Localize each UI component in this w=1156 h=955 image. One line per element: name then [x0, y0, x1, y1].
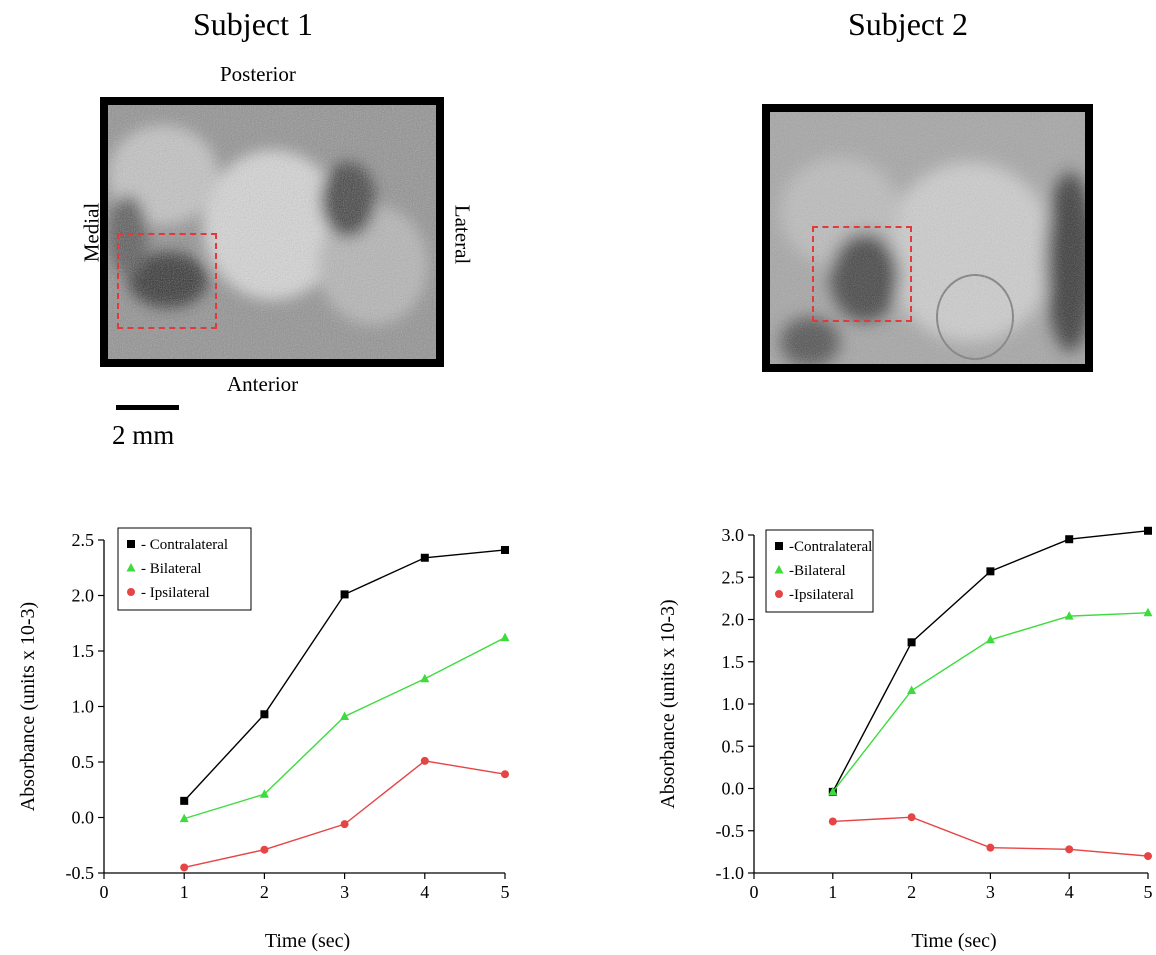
data-point-ipsilateral — [501, 770, 509, 779]
data-point-contralateral — [180, 796, 189, 805]
data-point-ipsilateral — [260, 845, 269, 854]
y-tick-label: 2.5 — [722, 567, 745, 587]
legend-marker-contralateral — [775, 542, 783, 550]
y-tick-label: -1.0 — [716, 863, 745, 883]
x-tick-label: 5 — [501, 882, 510, 902]
legend-marker-bilateral — [774, 565, 784, 574]
y-tick-label: -0.5 — [716, 821, 745, 841]
legend-label-contralateral: - Contralateral — [141, 537, 228, 553]
legend-label-bilateral: -Bilateral — [789, 563, 846, 579]
data-point-contralateral — [1144, 526, 1152, 535]
y-tick-label: 1.0 — [72, 697, 95, 717]
data-point-ipsilateral — [1065, 845, 1074, 854]
data-point-ipsilateral — [828, 817, 837, 826]
x-tick-label: 1 — [180, 882, 189, 902]
y-tick-label: 0.5 — [722, 736, 745, 756]
legend-box — [117, 527, 252, 611]
y-tick-label: 2.0 — [72, 586, 95, 606]
y-tick-label: 1.5 — [722, 652, 745, 672]
x-tick-label: 3 — [986, 882, 995, 902]
x-tick-label: 0 — [750, 882, 759, 902]
subject2-roi-box — [812, 226, 912, 322]
data-point-bilateral — [907, 685, 917, 694]
y-tick-label: 0.0 — [722, 779, 745, 799]
legend-marker-contralateral — [127, 540, 135, 548]
scale-bar — [116, 405, 179, 410]
data-point-bilateral — [179, 813, 189, 823]
data-point-bilateral — [259, 789, 269, 798]
subject1-absorbance-chart: -0.5 0.0 0.5 1.0 1.5 2.0 2.5 0 1 2 3 4 5 Time (sec) Ab… — [17, 527, 510, 952]
data-point-contralateral — [340, 590, 349, 599]
data-point-bilateral — [1143, 607, 1153, 617]
data-point-ipsilateral — [1144, 852, 1152, 861]
x-axis-label: Time (sec) — [911, 930, 996, 952]
series-line-ipsilateral — [184, 760, 506, 869]
series-line-bilateral — [183, 637, 506, 820]
subject2-title: Subject 2 — [848, 6, 968, 42]
x-tick-label: 4 — [420, 882, 429, 902]
data-point-bilateral — [985, 634, 995, 644]
legend-label-ipsilateral: - Ipsilateral — [141, 585, 210, 601]
data-point-contralateral — [907, 638, 916, 647]
subject1-title: Subject 1 — [193, 6, 313, 42]
x-tick-label: 4 — [1065, 882, 1074, 902]
y-tick-label: -0.5 — [66, 863, 95, 883]
y-tick-label: 1.0 — [722, 694, 745, 714]
data-point-contralateral — [986, 567, 995, 576]
subject1-image — [100, 97, 444, 367]
x-tick-label: 2 — [907, 882, 916, 902]
data-point-ipsilateral — [907, 813, 916, 822]
data-point-contralateral — [1065, 535, 1074, 544]
subject2-image-texture — [770, 112, 1085, 364]
legend-box — [765, 529, 874, 613]
data-point-contralateral — [260, 710, 269, 719]
data-point-bilateral — [1064, 611, 1074, 620]
y-tick-label: 3.0 — [722, 525, 745, 545]
data-point-bilateral — [420, 673, 430, 683]
y-axis-label: Absorbance (units x 10-3) — [17, 602, 39, 811]
y-tick-label: 0.5 — [72, 752, 95, 772]
posterior-label: Posterior — [220, 62, 296, 86]
subject1-roi-box — [117, 233, 217, 329]
scale-bar-label: 2 mm — [112, 420, 175, 450]
data-point-ipsilateral — [180, 863, 189, 872]
y-tick-label: 1.5 — [72, 641, 95, 661]
x-tick-label: 3 — [340, 882, 349, 902]
x-tick-label: 1 — [828, 882, 837, 902]
y-tick-label: 2.5 — [72, 530, 95, 550]
x-tick-label: 0 — [100, 882, 109, 902]
legend-label-contralateral: -Contralateral — [789, 539, 872, 555]
data-point-ipsilateral — [340, 820, 349, 829]
subject2-absorbance-chart: -1.0 -0.5 0.0 0.5 1.0 1.5 2.0 2.5 3.0 0 1 2 3 4 5 Time … — [657, 525, 1153, 952]
legend-marker-bilateral — [126, 563, 136, 572]
legend-label-ipsilateral: -Ipsilateral — [789, 587, 854, 603]
data-point-bilateral — [828, 786, 838, 796]
x-axis-label: Time (sec) — [265, 930, 350, 952]
legend-marker-ipsilateral — [775, 590, 783, 598]
y-tick-label: 0.0 — [72, 808, 95, 828]
data-point-bilateral — [340, 711, 350, 720]
data-point-bilateral — [500, 632, 510, 642]
y-tick-label: 2.0 — [722, 610, 745, 630]
x-tick-label: 2 — [260, 882, 269, 902]
x-tick-label: 5 — [1144, 882, 1153, 902]
lateral-label: Lateral — [450, 204, 475, 265]
data-point-contralateral — [420, 553, 429, 562]
y-axis-label: Absorbance (units x 10-3) — [657, 599, 679, 808]
anterior-label: Anterior — [227, 372, 299, 396]
data-point-ipsilateral — [420, 756, 429, 765]
legend-marker-ipsilateral — [127, 588, 135, 596]
subject2-image — [762, 104, 1093, 372]
data-point-contralateral — [501, 545, 509, 554]
data-point-ipsilateral — [986, 843, 995, 852]
legend-label-bilateral: - Bilateral — [141, 561, 201, 577]
